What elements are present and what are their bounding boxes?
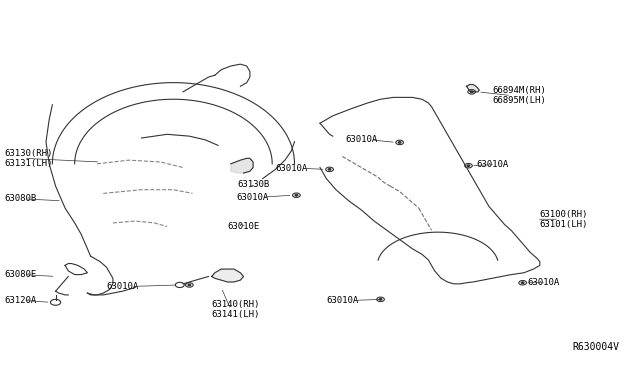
- Polygon shape: [231, 158, 253, 173]
- Text: 63010A: 63010A: [237, 193, 269, 202]
- Polygon shape: [212, 269, 244, 282]
- Circle shape: [188, 284, 191, 286]
- Text: 63010A: 63010A: [106, 282, 138, 291]
- Circle shape: [470, 91, 473, 93]
- Text: 66894M(RH)
66895M(LH): 66894M(RH) 66895M(LH): [492, 86, 546, 105]
- Text: 63010A: 63010A: [326, 296, 358, 305]
- Text: 63140(RH)
63141(LH): 63140(RH) 63141(LH): [212, 300, 260, 320]
- Text: 63010A: 63010A: [527, 278, 559, 287]
- Circle shape: [522, 282, 524, 283]
- Circle shape: [328, 169, 331, 170]
- Text: 63100(RH)
63101(LH): 63100(RH) 63101(LH): [540, 209, 588, 229]
- Circle shape: [398, 142, 401, 143]
- Text: 63130(RH)
63131(LH): 63130(RH) 63131(LH): [4, 148, 53, 168]
- Text: 63010A: 63010A: [345, 135, 378, 144]
- Polygon shape: [467, 84, 479, 92]
- Circle shape: [295, 195, 298, 196]
- Text: 63010A: 63010A: [476, 160, 508, 169]
- Circle shape: [380, 299, 382, 300]
- Text: 63080E: 63080E: [4, 270, 37, 279]
- Text: 63120A: 63120A: [4, 296, 37, 305]
- Text: 63080B: 63080B: [4, 195, 37, 203]
- Text: 63130B: 63130B: [237, 180, 269, 189]
- Circle shape: [467, 165, 470, 166]
- Text: 63010A: 63010A: [275, 164, 307, 173]
- Text: R630004V: R630004V: [573, 342, 620, 352]
- Text: 63010E: 63010E: [228, 222, 260, 231]
